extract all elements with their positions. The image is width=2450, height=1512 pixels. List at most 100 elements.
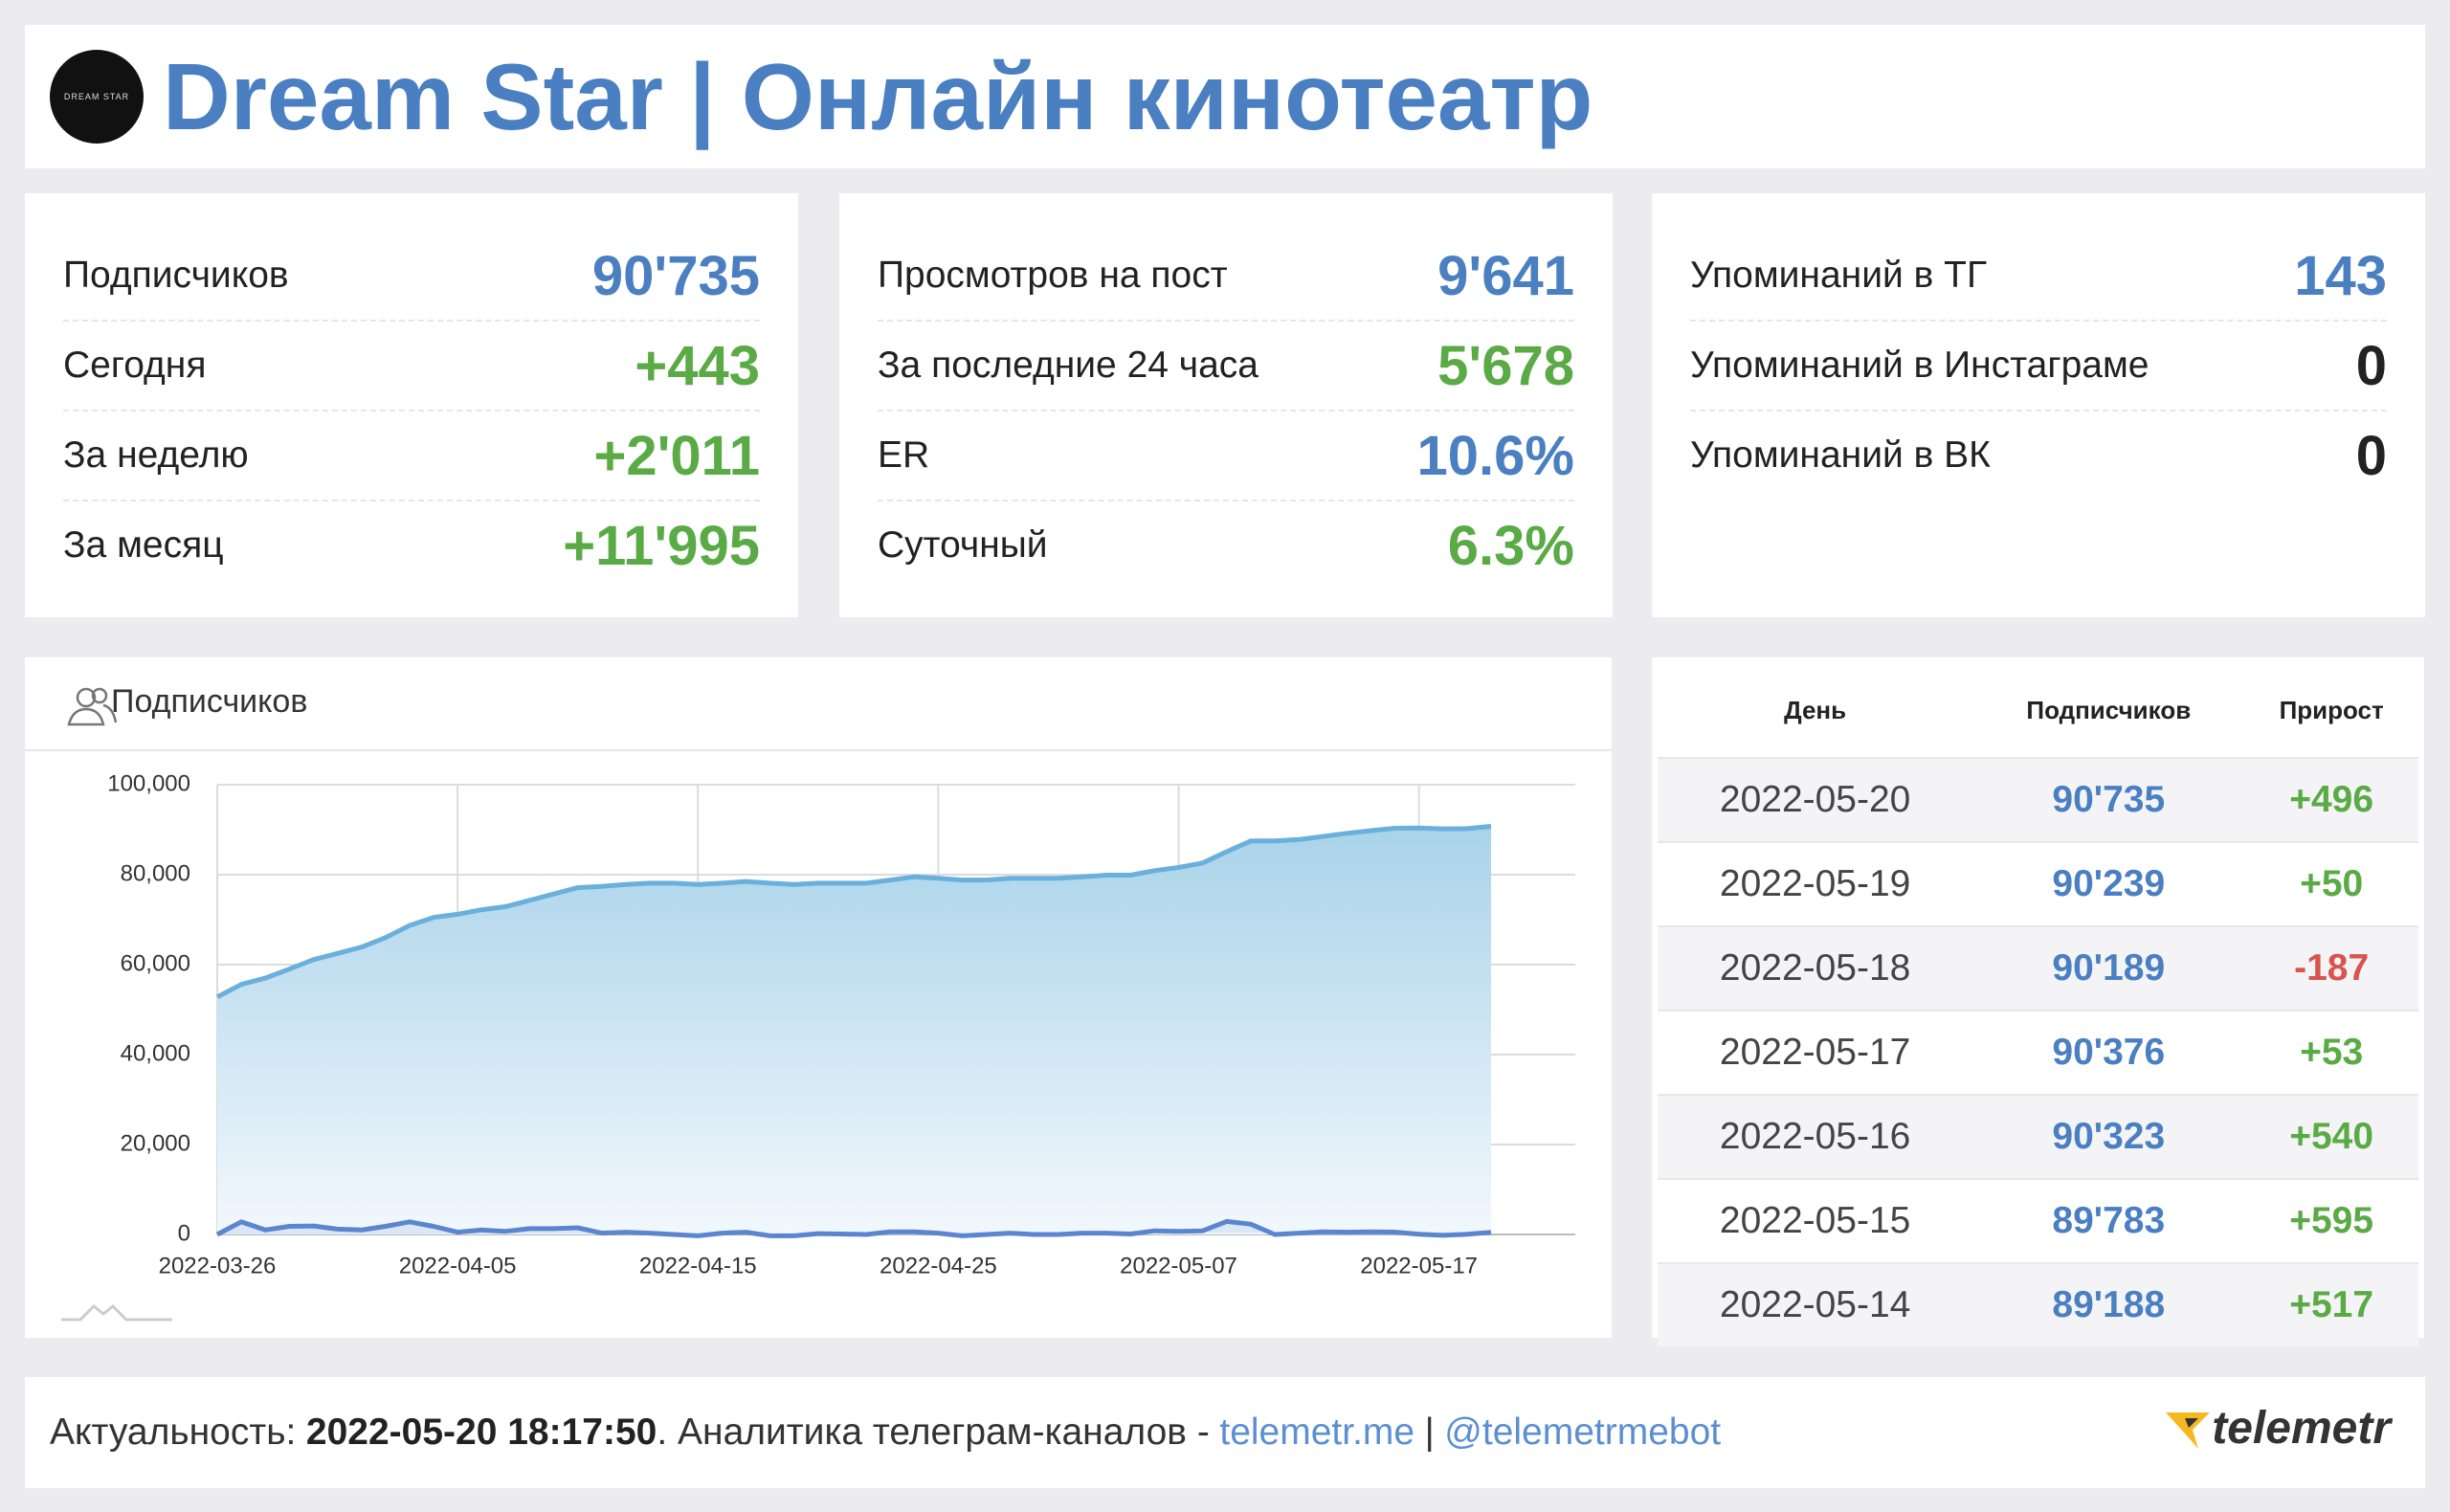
area-fill <box>217 826 1491 1234</box>
stat-value: 5'678 <box>1437 334 1574 397</box>
footer-label: Актуальность: <box>50 1412 297 1453</box>
stat-label: Упоминаний в Инстаграме <box>1690 345 2149 386</box>
stat-value: 6.3% <box>1447 514 1574 577</box>
link[interactable]: telemetr.me <box>1219 1412 1415 1453</box>
stat-row: Просмотров на пост 9'641 <box>878 232 1574 322</box>
table-row: 2022-05-20 90'735 +496 <box>1658 757 2418 842</box>
table-cell: 90'239 <box>1972 841 2245 926</box>
table-panel: День Подписчиков Прирост 2022-05-20 90'73… <box>1652 657 2424 1346</box>
stat-value: 90'735 <box>591 244 760 307</box>
table-cell: 2022-05-20 <box>1658 757 1973 842</box>
stat-label: Подписчиков <box>63 255 289 296</box>
table-cell: 90'323 <box>1972 1094 2245 1179</box>
x-tick-label: 2022-04-05 <box>399 1253 517 1279</box>
header <box>25 25 2425 168</box>
table-cell: 2022-05-15 <box>1658 1178 1973 1263</box>
stats-card: Упоминаний в ТГ 143 Упоминаний в Инстагра… <box>1652 193 2425 617</box>
table-row: 2022-05-16 90'323 +540 <box>1658 1094 2418 1179</box>
timestamp: 2022-05-20 18:17:50 <box>305 1412 657 1453</box>
table-cell: +595 <box>2244 1178 2418 1263</box>
table-cell: 2022-05-17 <box>1658 1010 1973 1095</box>
table-cell: -187 <box>2244 925 2418 1011</box>
stat-value: 0 <box>2355 424 2387 487</box>
logo: DREAM STAR <box>50 50 144 144</box>
stat-row: Упоминаний в ТГ 143 <box>1690 232 2387 322</box>
footer: Актуальность: 2022-05-20 18:17:50. Аналит… <box>25 1377 2425 1488</box>
column-header: Подписчиков <box>2026 695 2192 724</box>
stat-label: За последние 24 часа <box>878 345 1258 386</box>
chart: Подписчиков 0 20,000 40,000 60,000 80,000 100… <box>25 683 1612 1322</box>
table-cell: +50 <box>2244 841 2418 926</box>
page-title: Dream Star | Онлайн кинотеатр <box>163 44 1593 149</box>
chart-panel: Подписчиков 0 20,000 40,000 60,000 80,000 100… <box>25 657 1612 1338</box>
stat-label: Сегодня <box>63 345 207 386</box>
table-cell: 89'188 <box>1972 1262 2245 1346</box>
table-cell: +496 <box>2244 757 2418 842</box>
line <box>215 824 1492 1000</box>
y-tick-label: 0 <box>178 1220 190 1246</box>
table-cell: 90'735 <box>1972 757 2245 842</box>
table-row: 2022-05-14 89'188 +517 <box>1658 1262 2418 1346</box>
stat-value: +443 <box>635 334 760 397</box>
table-header: День Подписчиков Прирост <box>1658 663 2418 758</box>
stats-card: Подписчиков 90'735 Сегодня +443 За неделю +… <box>25 193 798 617</box>
stat-value: +11'995 <box>563 514 760 577</box>
table-row: 2022-05-18 90'189 -187 <box>1658 925 2418 1011</box>
table-cell: 89'783 <box>1972 1178 2245 1263</box>
stat-row: Сегодня +443 <box>63 322 760 411</box>
y-tick-label: 60,000 <box>121 950 190 976</box>
stat-value: +2'011 <box>593 424 761 487</box>
stat-value: 9'641 <box>1437 244 1574 307</box>
stat-label: За месяц <box>63 524 224 566</box>
stat-value: 0 <box>2355 334 2387 397</box>
link[interactable]: @telemetrmebot <box>1444 1412 1722 1453</box>
table-cell: 2022-05-18 <box>1658 925 1973 1011</box>
stat-row: Упоминаний в ВК 0 <box>1690 411 2387 500</box>
column-header: Прирост <box>2279 695 2384 724</box>
user-icon <box>67 687 118 726</box>
stat-row: Суточный 6.3% <box>878 501 1574 589</box>
x-tick-label: 2022-04-15 <box>639 1253 757 1279</box>
table-cell: +517 <box>2244 1262 2418 1346</box>
stat-row: За месяц +11'995 <box>63 501 760 589</box>
stat-value: 143 <box>2294 244 2387 307</box>
stat-label: За неделю <box>63 434 249 476</box>
stat-label: Упоминаний в ВК <box>1690 434 1991 476</box>
stat-label: Упоминаний в ТГ <box>1690 255 1988 296</box>
stat-row: Упоминаний в Инстаграме 0 <box>1690 322 2387 411</box>
stat-row: Подписчиков 90'735 <box>63 232 760 322</box>
stat-value: 10.6% <box>1416 424 1574 487</box>
stats-card: Просмотров на пост 9'641 За последние 24 … <box>839 193 1613 617</box>
y-tick-label: 20,000 <box>121 1130 190 1156</box>
y-tick-label: 40,000 <box>121 1040 190 1066</box>
table: День Подписчиков Прирост 2022-05-20 90'73… <box>1658 663 2418 1346</box>
stat-row: ER 10.6% <box>878 411 1574 501</box>
y-tick-label: 80,000 <box>121 860 190 886</box>
table-cell: 2022-05-16 <box>1658 1094 1973 1179</box>
table-row: 2022-05-19 90'239 +50 <box>1658 841 2418 926</box>
brand-name: telemetr <box>2212 1403 2391 1454</box>
table-row: 2022-05-15 89'783 +595 <box>1658 1178 2418 1263</box>
x-tick-label: 2022-03-26 <box>159 1253 277 1279</box>
y-tick-label: 100,000 <box>107 770 190 796</box>
stat-label: Просмотров на пост <box>878 255 1228 296</box>
chart-title: Подписчиков <box>111 683 307 720</box>
table-cell: 90'376 <box>1972 1010 2245 1095</box>
stat-label: ER <box>878 434 930 476</box>
separator: | <box>1424 1412 1435 1453</box>
mini-navigator <box>61 1303 172 1322</box>
footer-text: . Аналитика телеграм-каналов - <box>657 1412 1210 1453</box>
stat-row: За неделю +2'011 <box>63 411 760 501</box>
table-cell: 2022-05-19 <box>1658 841 1973 926</box>
line <box>215 1218 1492 1238</box>
x-tick-label: 2022-05-07 <box>1120 1253 1237 1279</box>
x-tick-label: 2022-05-17 <box>1360 1253 1478 1279</box>
table-cell: 2022-05-14 <box>1658 1262 1973 1346</box>
stat-label: Суточный <box>878 524 1048 566</box>
table-row: 2022-05-17 90'376 +53 <box>1658 1010 2418 1095</box>
brand-logo: telemetr <box>2164 1402 2391 1455</box>
table-cell: +540 <box>2244 1094 2418 1179</box>
stat-row: За последние 24 часа 5'678 <box>878 322 1574 411</box>
table-cell: 90'189 <box>1972 925 2245 1011</box>
